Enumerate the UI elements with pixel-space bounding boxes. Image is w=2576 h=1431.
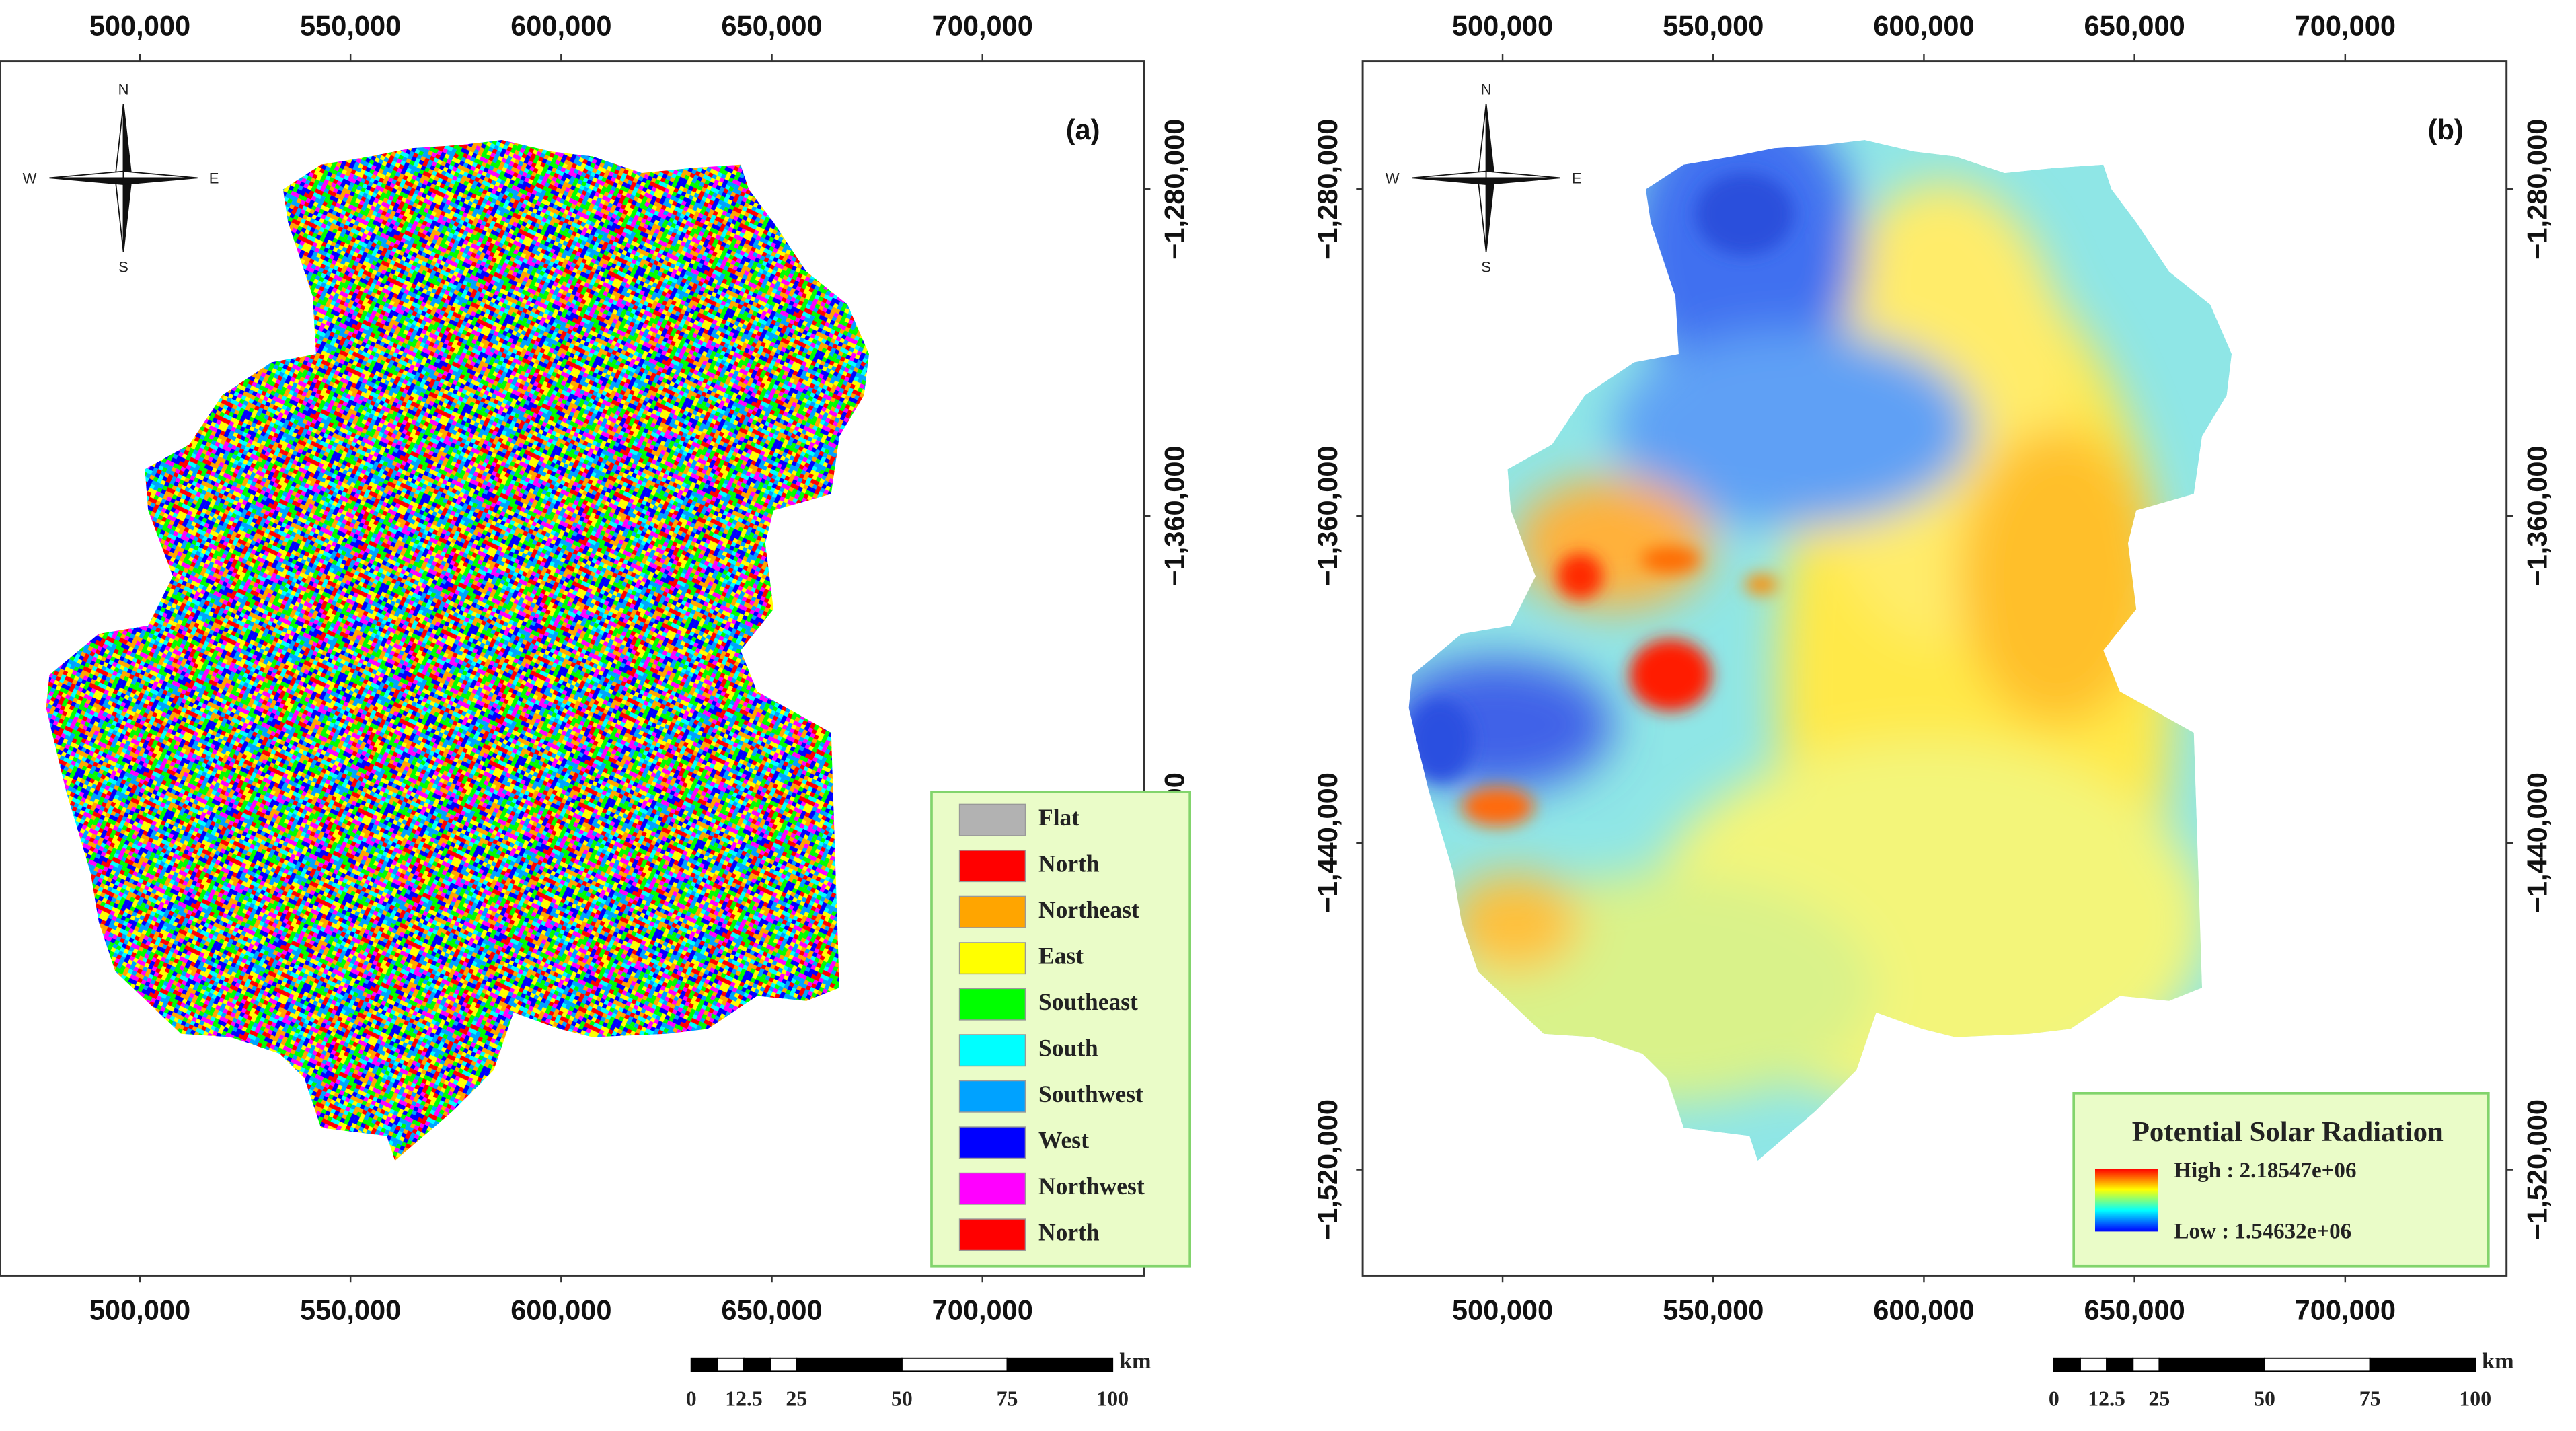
- y-tick-label: −1,280,000: [1312, 119, 1343, 260]
- scale-label: 100: [2459, 1387, 2491, 1411]
- y-tick-label: −1,360,000: [1312, 445, 1343, 586]
- legend-label: Flat: [1038, 804, 1079, 831]
- legend-label: North: [1038, 1218, 1100, 1245]
- x-tick-label: 600,000: [1873, 10, 1974, 42]
- x-tick-label: 550,000: [300, 1294, 401, 1325]
- x-tick-label: 650,000: [721, 10, 822, 42]
- y-tick-label: −1,360,000: [1159, 445, 1190, 586]
- legend-swatch: [958, 1080, 1026, 1113]
- scale-label: 12.5: [725, 1387, 763, 1411]
- x-tick-label: 650,000: [2084, 10, 2185, 42]
- y-tick-label: −1,440,000: [2522, 772, 2553, 913]
- legend-swatch: [958, 1126, 1026, 1159]
- y-tick-label: −1,440,000: [1312, 772, 1343, 913]
- legend-title: Potential Solar Radiation: [2132, 1116, 2444, 1148]
- compass-s: S: [1481, 259, 1491, 276]
- legend-low: Low : 1.54632e+06: [2174, 1219, 2351, 1243]
- x-tick-label: 700,000: [2295, 10, 2396, 42]
- legend-swatch: [958, 895, 1026, 928]
- x-tick-label: 500,000: [1452, 1294, 1553, 1325]
- scale-label: 25: [2149, 1387, 2170, 1411]
- legend: Potential Solar Radiation High : 2.18547e…: [2072, 1092, 2490, 1268]
- legend-high: High : 2.18547e+06: [2174, 1159, 2356, 1183]
- scale-label: 50: [2254, 1387, 2275, 1411]
- map-panel: 500,000 500,000 550,000 550,000 600,000 600,0…: [0, 10, 1191, 1411]
- x-tick-label: 700,000: [932, 10, 1033, 42]
- legend-label: Northeast: [1038, 896, 1139, 923]
- compass-w: W: [23, 170, 37, 187]
- y-tick-label: −1,280,000: [2522, 119, 2553, 260]
- scale-label: 100: [1096, 1387, 1129, 1411]
- y-tick-label: −1,520,000: [1312, 1099, 1343, 1240]
- legend: Flat North Northeast East Southeast South Sout…: [930, 791, 1191, 1268]
- legend-swatch: [958, 850, 1026, 883]
- x-tick-label: 500,000: [89, 10, 190, 42]
- legend-label: Northwest: [1038, 1173, 1145, 1200]
- scale-unit: km: [1119, 1348, 1151, 1374]
- x-tick-label: 500,000: [89, 1294, 190, 1325]
- legend-swatch: [958, 988, 1026, 1021]
- compass: N S E W: [1386, 81, 1582, 275]
- scale-label: 12.5: [2088, 1387, 2125, 1411]
- legend-label: North: [1038, 850, 1100, 877]
- x-tick-label: 600,000: [1873, 1294, 1974, 1325]
- legend-swatch: [958, 803, 1026, 836]
- legend-swatch: [958, 1172, 1026, 1205]
- y-tick-label: −1,360,000: [2522, 445, 2553, 586]
- legend-swatch: [958, 942, 1026, 975]
- compass-n: N: [118, 81, 129, 98]
- panel-label: (b): [2428, 114, 2464, 145]
- x-tick-label: 550,000: [1663, 1294, 1764, 1325]
- legend-ramp: [2094, 1169, 2158, 1232]
- panel-label: (a): [1066, 114, 1100, 145]
- solar-raster: [1408, 140, 2232, 1161]
- aspect-raster: [46, 140, 870, 1161]
- x-tick-label: 650,000: [2084, 1294, 2185, 1325]
- compass-e: E: [1572, 170, 1582, 187]
- y-tick-label: −1,280,000: [1159, 119, 1190, 260]
- scale-label: 50: [891, 1387, 913, 1411]
- x-tick-label: 700,000: [932, 1294, 1033, 1325]
- scale-label: 75: [997, 1387, 1018, 1411]
- compass-e: E: [209, 170, 219, 187]
- x-tick-label: 500,000: [1452, 10, 1553, 42]
- scale-unit: km: [2482, 1348, 2514, 1374]
- legend-label: Southeast: [1038, 988, 1138, 1015]
- compass: N S E W: [23, 81, 219, 275]
- scale-bar: 0 12.5 25 50 75 100 km: [2049, 1348, 2514, 1411]
- scale-label: 75: [2359, 1387, 2381, 1411]
- legend-label: Southwest: [1038, 1080, 1143, 1107]
- scale-bar: 0 12.5 25 50 75 100 km: [686, 1348, 1151, 1411]
- x-tick-label: 550,000: [300, 10, 401, 42]
- x-tick-label: 650,000: [721, 1294, 822, 1325]
- legend-swatch: [958, 1218, 1026, 1251]
- scale-label: 25: [786, 1387, 807, 1411]
- x-tick-label: 600,000: [510, 1294, 611, 1325]
- scale-label: 0: [686, 1387, 697, 1411]
- legend-swatch: [958, 1034, 1026, 1067]
- legend-label: West: [1038, 1126, 1089, 1153]
- legend-label: South: [1038, 1034, 1098, 1061]
- x-tick-label: 700,000: [2295, 1294, 2396, 1325]
- legend-label: East: [1038, 942, 1084, 969]
- scale-label: 0: [2049, 1387, 2059, 1411]
- x-tick-label: 600,000: [510, 10, 611, 42]
- y-tick-label: −1,520,000: [2522, 1099, 2553, 1240]
- map-panel: 500,000 500,000 550,000 550,000 600,000 600,0…: [1312, 10, 2553, 1411]
- x-tick-label: 550,000: [1663, 10, 1764, 42]
- compass-s: S: [118, 259, 128, 276]
- compass-w: W: [1386, 170, 1400, 187]
- compass-n: N: [1481, 81, 1492, 98]
